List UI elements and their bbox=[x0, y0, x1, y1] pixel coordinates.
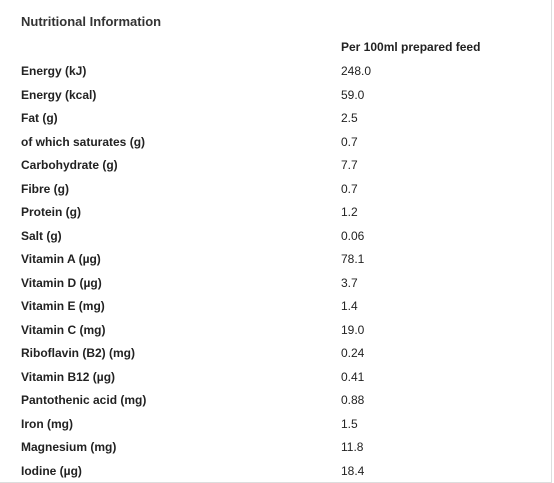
nutrient-value: 7.7 bbox=[341, 158, 358, 172]
nutrient-value: 0.7 bbox=[341, 134, 358, 149]
nutrient-value: 0.88 bbox=[341, 393, 365, 407]
nutrient-value: 0.24 bbox=[341, 346, 365, 360]
nutrient-label: Vitamin B12 (µg) bbox=[21, 369, 116, 384]
table-row: Iron (mg) 1.5 bbox=[0, 412, 552, 436]
column-header: Per 100ml prepared feed bbox=[341, 40, 481, 54]
table-row: Vitamin E (mg) 1.4 bbox=[0, 294, 552, 318]
table-row: of which saturates (g) 0.7 bbox=[0, 130, 552, 154]
table-row: Fat (g) 2.5 bbox=[0, 106, 552, 130]
nutrient-label: Vitamin A (µg) bbox=[21, 252, 101, 266]
table-row: Pantothenic acid (mg) 0.88 bbox=[0, 388, 552, 412]
nutrient-value: 3.7 bbox=[341, 275, 358, 290]
nutrient-label: Magnesium (mg) bbox=[21, 440, 117, 454]
nutrient-label: Carbohydrate (g) bbox=[21, 158, 118, 172]
table-row: Protein (g) 1.2 bbox=[0, 200, 552, 224]
nutrient-value: 0.7 bbox=[341, 181, 358, 196]
nutrient-label: Iodine (µg) bbox=[21, 463, 82, 478]
nutrient-value: 19.0 bbox=[341, 322, 365, 337]
nutrient-label: Iron (mg) bbox=[21, 416, 73, 431]
nutrient-label: Riboflavin (B2) (mg) bbox=[21, 346, 135, 360]
table-row: Magnesium (mg) 11.8 bbox=[0, 435, 552, 459]
table-row: Energy (kJ) 248.0 bbox=[0, 59, 552, 83]
nutrition-table: Energy (kJ) 248.0 Energy (kcal) 59.0 Fat (g)… bbox=[0, 59, 552, 482]
table-row: Vitamin C (mg) 19.0 bbox=[0, 318, 552, 342]
nutrient-label: Fibre (g) bbox=[21, 181, 69, 196]
nutrient-label: Vitamin D (µg) bbox=[21, 275, 102, 290]
nutrient-value: 78.1 bbox=[341, 252, 365, 266]
nutrient-value: 0.41 bbox=[341, 369, 365, 384]
nutrient-label: Energy (kJ) bbox=[21, 64, 87, 78]
table-row: Fibre (g) 0.7 bbox=[0, 177, 552, 201]
table-row: Riboflavin (B2) (mg) 0.24 bbox=[0, 341, 552, 365]
nutrient-label: Fat (g) bbox=[21, 111, 58, 125]
nutrient-value: 18.4 bbox=[341, 463, 365, 478]
table-row: Vitamin A (µg) 78.1 bbox=[0, 247, 552, 271]
nutrient-value: 1.5 bbox=[341, 416, 358, 431]
nutrient-value: 1.2 bbox=[341, 205, 358, 219]
nutrient-label: Vitamin C (mg) bbox=[21, 322, 106, 337]
nutrient-value: 11.8 bbox=[341, 440, 364, 454]
nutrient-value: 2.5 bbox=[341, 111, 358, 125]
table-row: Energy (kcal) 59.0 bbox=[0, 83, 552, 107]
nutrient-value: 248.0 bbox=[341, 64, 372, 78]
nutrient-label: Energy (kcal) bbox=[21, 87, 97, 102]
nutrient-label: Salt (g) bbox=[21, 228, 62, 243]
table-row: Carbohydrate (g) 7.7 bbox=[0, 153, 552, 177]
table-row: Iodine (µg) 18.4 bbox=[0, 459, 552, 483]
table-row: Vitamin D (µg) 3.7 bbox=[0, 271, 552, 295]
nutrient-value: 0.06 bbox=[341, 228, 365, 243]
nutrient-value: 59.0 bbox=[341, 87, 365, 102]
section-title: Nutritional Information bbox=[21, 14, 162, 29]
nutrient-label: Vitamin E (mg) bbox=[21, 299, 105, 313]
table-row: Vitamin B12 (µg) 0.41 bbox=[0, 365, 552, 389]
nutrient-label: of which saturates (g) bbox=[21, 134, 146, 149]
nutrient-label: Pantothenic acid (mg) bbox=[21, 393, 147, 407]
table-row: Salt (g) 0.06 bbox=[0, 224, 552, 248]
nutrient-label: Protein (g) bbox=[21, 205, 81, 219]
nutrient-value: 1.4 bbox=[341, 299, 358, 313]
